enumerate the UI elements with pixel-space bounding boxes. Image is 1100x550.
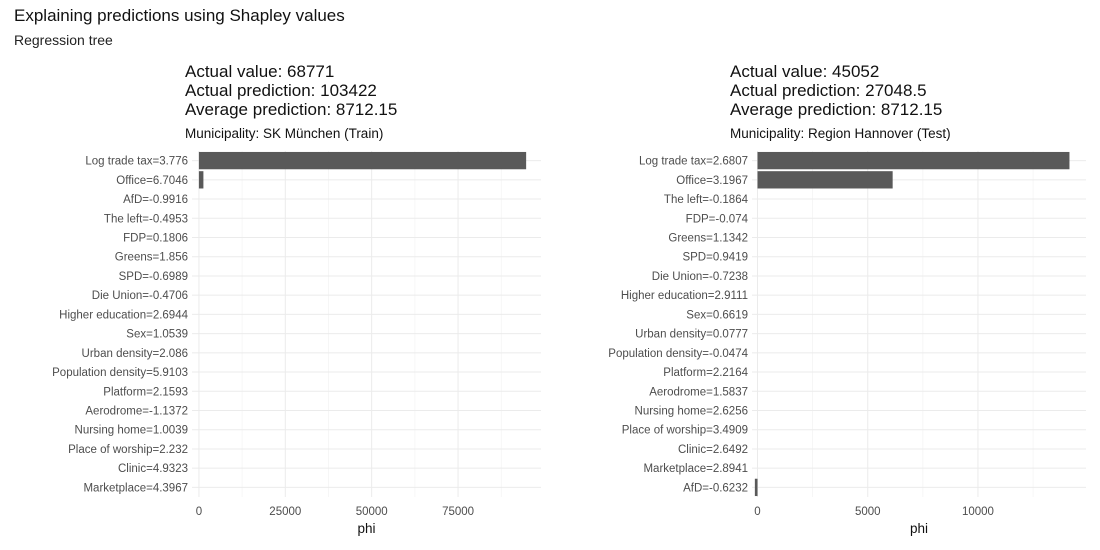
panel-stat-line: Actual prediction: 27048.5 — [730, 81, 927, 100]
category-label: Higher education=2.9111 — [621, 290, 748, 302]
category-label: Nursing home=1.0039 — [75, 425, 188, 437]
category-label: Clinic=2.6492 — [678, 444, 748, 456]
category-label: Place of worship=3.4909 — [622, 425, 748, 437]
category-label: The left=-0.1864 — [664, 194, 749, 206]
shapley-bar — [754, 478, 758, 497]
category-label: Marketplace=4.3967 — [83, 482, 188, 494]
category-label: SPD=0.9419 — [682, 252, 748, 264]
x-tick-label: 0 — [196, 506, 202, 518]
category-label: Die Union=-0.4706 — [92, 290, 188, 302]
category-label: Urban density=0.0777 — [635, 329, 748, 341]
x-tick-label: 75000 — [442, 506, 474, 518]
category-label: FDP=0.1806 — [123, 233, 188, 245]
x-axis-title: phi — [357, 521, 375, 536]
category-label: Place of worship=2.232 — [68, 444, 188, 456]
category-label: Nursing home=2.6256 — [635, 406, 748, 418]
category-label: Office=3.1967 — [676, 175, 748, 187]
category-label: AfD=-0.9916 — [123, 194, 188, 206]
category-label: Aerodrome=-1.1372 — [85, 406, 188, 418]
panel-stat-line: Average prediction: 8712.15 — [185, 100, 397, 119]
category-label: Greens=1.856 — [115, 252, 188, 264]
category-label: Marketplace=2.8941 — [643, 463, 748, 475]
shapley-bar — [198, 151, 527, 170]
panel-stat-line: Actual value: 45052 — [730, 62, 879, 81]
category-label: AfD=-0.6232 — [683, 482, 748, 494]
panel-stat-line: Average prediction: 8712.15 — [730, 100, 942, 119]
chart-title: Explaining predictions using Shapley val… — [14, 6, 345, 25]
category-label: Clinic=4.9323 — [118, 463, 188, 475]
facet-label: Municipality: SK München (Train) — [185, 126, 383, 141]
category-label: Platform=2.2164 — [663, 367, 748, 379]
category-label: Sex=0.6619 — [686, 309, 748, 321]
x-tick-label: 50000 — [356, 506, 388, 518]
x-tick-label: 25000 — [269, 506, 301, 518]
facet-label: Municipality: Region Hannover (Test) — [730, 126, 951, 141]
x-tick-label: 0 — [754, 506, 760, 518]
category-label: Urban density=2.086 — [82, 348, 188, 360]
x-axis-title: phi — [910, 521, 928, 536]
category-label: Population density=-0.0474 — [608, 348, 748, 360]
chart-subtitle: Regression tree — [14, 32, 113, 48]
category-label: Log trade tax=2.6807 — [639, 156, 748, 168]
category-label: Higher education=2.6944 — [59, 309, 188, 321]
shapley-bar — [198, 171, 204, 189]
category-label: Die Union=-0.7238 — [652, 271, 748, 283]
category-label: Platform=2.1593 — [103, 386, 188, 398]
category-label: Greens=1.1342 — [668, 233, 748, 245]
category-label: Log trade tax=3.776 — [85, 156, 188, 168]
category-label: The left=-0.4953 — [104, 213, 188, 225]
category-label: Office=6.7046 — [116, 175, 188, 187]
category-label: FDP=-0.074 — [686, 213, 749, 225]
category-label: SPD=-0.6989 — [119, 271, 188, 283]
shapley-bar — [757, 171, 893, 189]
category-label: Aerodrome=1.5837 — [649, 386, 748, 398]
category-label: Sex=1.0539 — [126, 329, 188, 341]
x-tick-label: 5000 — [855, 506, 881, 518]
x-tick-label: 10000 — [962, 506, 994, 518]
category-label: Population density=5.9103 — [52, 367, 188, 379]
panel-stat-line: Actual prediction: 103422 — [185, 81, 377, 100]
panel-stat-line: Actual value: 68771 — [185, 62, 334, 81]
shapley-bar — [757, 151, 1070, 170]
